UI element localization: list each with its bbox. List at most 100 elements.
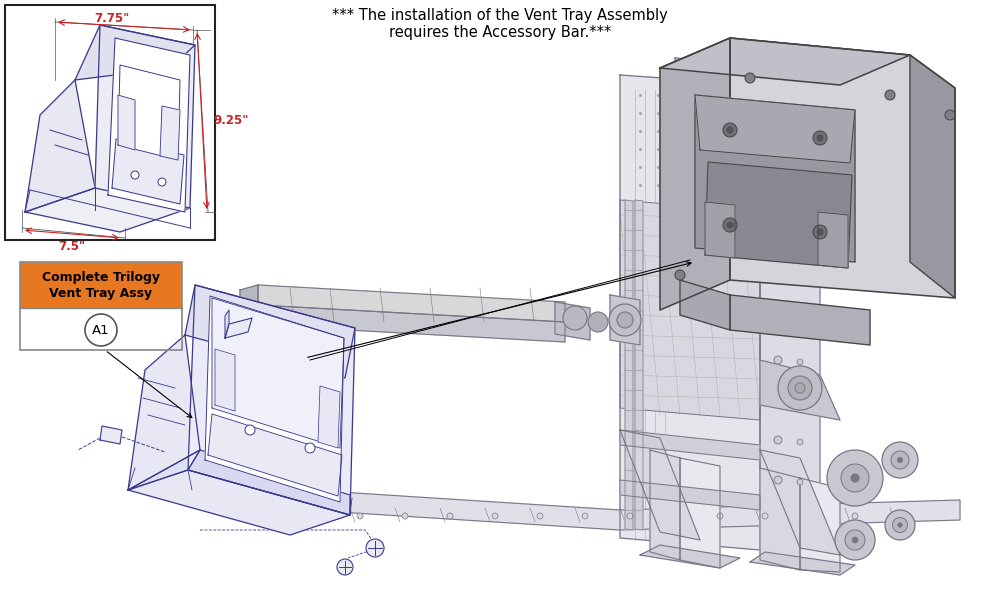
Polygon shape: [620, 200, 760, 420]
Circle shape: [841, 464, 869, 492]
Circle shape: [813, 131, 827, 145]
Polygon shape: [695, 95, 855, 262]
Polygon shape: [620, 430, 700, 540]
Circle shape: [898, 523, 902, 527]
Polygon shape: [620, 75, 760, 550]
Polygon shape: [215, 349, 235, 411]
Circle shape: [774, 156, 782, 164]
Circle shape: [817, 135, 823, 141]
Circle shape: [675, 270, 685, 280]
Circle shape: [797, 399, 803, 405]
Polygon shape: [610, 295, 640, 345]
Circle shape: [366, 539, 384, 557]
Polygon shape: [188, 450, 350, 515]
Polygon shape: [128, 470, 350, 535]
Polygon shape: [730, 295, 870, 345]
Polygon shape: [95, 25, 195, 208]
Bar: [20, 308, 182, 350]
Polygon shape: [730, 38, 955, 298]
Polygon shape: [675, 58, 705, 66]
Circle shape: [610, 318, 626, 334]
Circle shape: [778, 366, 822, 410]
Polygon shape: [620, 480, 760, 510]
Circle shape: [795, 383, 805, 393]
Polygon shape: [100, 426, 122, 444]
Circle shape: [727, 127, 733, 133]
Polygon shape: [160, 106, 180, 160]
Polygon shape: [258, 285, 565, 322]
Polygon shape: [818, 212, 848, 268]
Circle shape: [897, 513, 903, 519]
Circle shape: [788, 376, 812, 400]
Circle shape: [797, 159, 803, 165]
Polygon shape: [212, 298, 344, 448]
Circle shape: [797, 279, 803, 285]
Circle shape: [893, 518, 908, 533]
Circle shape: [797, 359, 803, 365]
Polygon shape: [25, 80, 95, 212]
Polygon shape: [205, 296, 344, 502]
Polygon shape: [680, 60, 700, 260]
Circle shape: [891, 451, 909, 469]
Polygon shape: [230, 485, 960, 530]
Polygon shape: [75, 25, 195, 80]
Circle shape: [158, 178, 166, 186]
Circle shape: [852, 537, 858, 543]
Circle shape: [885, 90, 895, 100]
Circle shape: [774, 236, 782, 244]
Circle shape: [402, 513, 408, 519]
Polygon shape: [108, 38, 190, 212]
Circle shape: [797, 239, 803, 245]
Circle shape: [797, 319, 803, 325]
Polygon shape: [112, 139, 184, 204]
Polygon shape: [555, 302, 590, 340]
Polygon shape: [650, 450, 680, 560]
Circle shape: [723, 218, 737, 232]
Circle shape: [852, 513, 858, 519]
Circle shape: [774, 396, 782, 404]
Circle shape: [447, 513, 453, 519]
Circle shape: [774, 276, 782, 284]
Circle shape: [267, 513, 273, 519]
Circle shape: [882, 442, 918, 478]
Circle shape: [609, 304, 641, 336]
Circle shape: [745, 73, 755, 83]
Circle shape: [845, 530, 865, 550]
Circle shape: [727, 222, 733, 228]
Circle shape: [897, 458, 903, 463]
Circle shape: [807, 513, 813, 519]
Text: 7.5": 7.5": [58, 240, 86, 253]
Polygon shape: [625, 200, 633, 530]
Polygon shape: [800, 478, 840, 572]
Circle shape: [851, 474, 859, 482]
Circle shape: [945, 110, 955, 120]
Polygon shape: [225, 318, 252, 338]
Text: Complete Trilogy: Complete Trilogy: [42, 270, 160, 284]
Circle shape: [827, 450, 883, 506]
Circle shape: [312, 513, 318, 519]
Circle shape: [885, 510, 915, 540]
Circle shape: [617, 312, 633, 328]
Polygon shape: [760, 360, 840, 420]
Polygon shape: [635, 200, 643, 530]
Circle shape: [762, 513, 768, 519]
Polygon shape: [660, 38, 910, 85]
Polygon shape: [188, 285, 355, 515]
Polygon shape: [680, 280, 730, 330]
Polygon shape: [118, 65, 180, 160]
Circle shape: [797, 199, 803, 205]
Circle shape: [774, 126, 782, 134]
Circle shape: [337, 559, 353, 575]
Polygon shape: [660, 38, 730, 310]
Polygon shape: [705, 162, 852, 268]
Text: Vent Tray Assy: Vent Tray Assy: [49, 287, 153, 301]
Bar: [5, 5, 215, 240]
Text: *** The installation of the Vent Tray Assembly
requires the Accessory Bar.***: *** The installation of the Vent Tray As…: [332, 8, 668, 41]
Polygon shape: [118, 95, 135, 150]
Polygon shape: [620, 430, 760, 460]
Circle shape: [492, 513, 498, 519]
Circle shape: [245, 425, 255, 435]
Polygon shape: [680, 458, 720, 568]
Polygon shape: [25, 188, 190, 232]
Polygon shape: [750, 552, 855, 575]
